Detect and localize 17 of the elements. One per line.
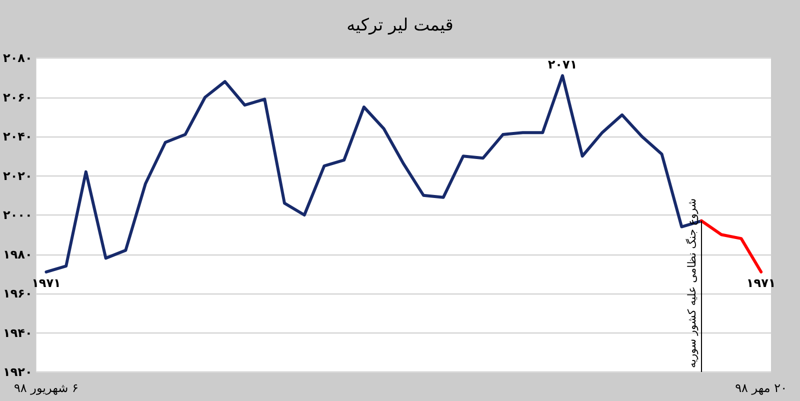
y-tick-label: ۲۰۲۰ [3, 168, 32, 183]
y-tick-label: ۱۹۶۰ [3, 286, 32, 300]
y-tick-label: ۲۰۸۰ [3, 51, 32, 65]
x-tick-label: ۶ شهریور ۹۸ [14, 381, 78, 395]
y-tick-label: ۲۰۰۰ [3, 208, 32, 222]
chart-title: قیمت لیر ترکیه [346, 16, 454, 36]
y-tick-label: ۲۰۴۰ [3, 130, 32, 144]
annotation: شروع جنگ نظامی علیه کشور سوریه [686, 198, 698, 368]
data-label: ۱۹۷۱ [32, 276, 61, 290]
x-tick-label: ۲۰ مهر ۹۸ [735, 381, 788, 395]
data-label: ۱۹۷۱ [746, 276, 776, 290]
y-tick-label: ۱۹۲۰ [3, 365, 32, 379]
y-tick-label: ۱۹۸۰ [3, 247, 32, 262]
line-series [700, 219, 763, 274]
data-label: ۲۰۷۱ [548, 58, 578, 72]
y-tick-label: ۱۹۴۰ [3, 326, 32, 340]
y-tick-label: ۲۰۶۰ [3, 90, 32, 104]
